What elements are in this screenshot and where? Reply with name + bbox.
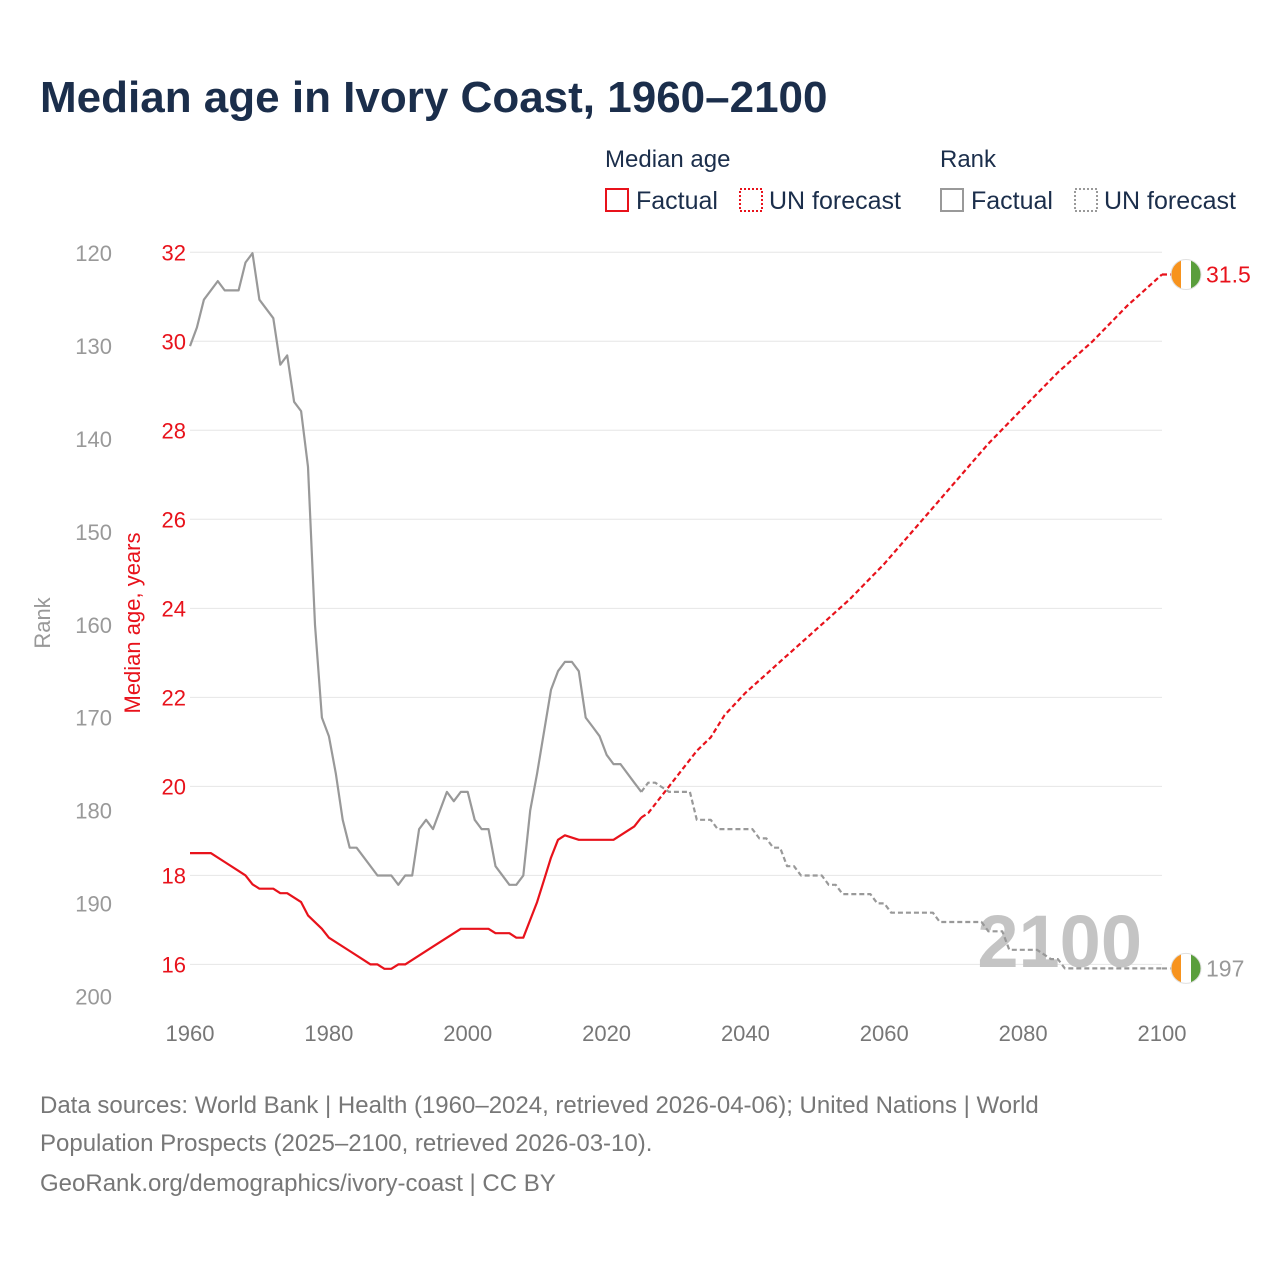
rank-axis-ticks: 120 130 140 150 160 170 180 190 200 <box>75 241 112 1009</box>
age-axis-ticks: 16 18 20 22 24 26 28 30 32 <box>162 240 186 977</box>
age-tick-label: 22 <box>162 685 186 710</box>
x-tick-label: 2080 <box>999 1021 1048 1046</box>
current-year-watermark: 2100 <box>977 900 1142 983</box>
legend-heading-median-age: Median age <box>605 146 730 173</box>
age-tick-label: 24 <box>162 596 186 621</box>
flag-stripe-orange <box>1171 259 1181 290</box>
legend-label-rank-forecast: UN forecast <box>1104 187 1236 215</box>
age-factual-line <box>190 816 643 970</box>
rank-axis-label: Rank <box>30 596 55 648</box>
flag-stripe-white <box>1181 953 1191 984</box>
age-tick-label: 28 <box>162 418 186 443</box>
footer-sources-line1: Data sources: World Bank | Health (1960–… <box>40 1092 1039 1119</box>
rank-tick-label: 170 <box>75 706 112 731</box>
rank-tick-label: 190 <box>75 891 112 916</box>
legend-label-age-forecast: UN forecast <box>769 187 901 215</box>
rank-tick-label: 120 <box>75 241 112 266</box>
age-tick-label: 20 <box>162 774 186 799</box>
rank-factual-line <box>188 252 643 886</box>
end-label-rank: 197 <box>1206 955 1244 981</box>
x-tick-label: 2060 <box>860 1021 909 1046</box>
x-tick-label: 2000 <box>443 1021 492 1046</box>
end-label-age: 31.5 <box>1206 262 1251 288</box>
flag-stripe-white <box>1181 259 1191 290</box>
footer-attribution: GeoRank.org/demographics/ivory-coast | C… <box>40 1170 556 1197</box>
rank-forecast-line <box>640 781 1162 970</box>
chart-title: Median age in Ivory Coast, 1960–2100 <box>40 73 828 122</box>
rank-tick-label: 200 <box>75 984 112 1009</box>
flag-stripe-orange <box>1171 953 1181 984</box>
flag-stripe-green <box>1191 259 1201 290</box>
flag-outline <box>1170 952 1202 984</box>
age-tick-label: 30 <box>162 329 186 354</box>
age-tick-label: 16 <box>162 952 186 977</box>
rank-tick-label: 150 <box>75 520 112 545</box>
rank-tick-label: 140 <box>75 427 112 452</box>
flag-outline <box>1170 259 1202 291</box>
legend-swatch-age-factual <box>605 188 629 212</box>
age-tick-label: 26 <box>162 507 186 532</box>
legend-heading-rank: Rank <box>940 146 997 173</box>
age-tick-label: 32 <box>162 240 186 265</box>
x-axis-ticks: 1960 1980 2000 2020 2040 2060 2080 2100 <box>166 1021 1187 1046</box>
age-tick-label: 18 <box>162 863 186 888</box>
x-tick-label: 1960 <box>166 1021 215 1046</box>
x-tick-label: 2020 <box>582 1021 631 1046</box>
legend-swatch-age-forecast <box>739 188 763 212</box>
x-tick-label: 2040 <box>721 1021 770 1046</box>
legend-swatch-rank-forecast <box>1074 188 1098 212</box>
legend-label-age-factual: Factual <box>636 187 718 215</box>
gridlines <box>190 251 1162 965</box>
series-lines <box>188 252 1163 970</box>
legend: Median age Rank Factual UN forecast Fact… <box>605 146 1236 215</box>
x-tick-label: 1980 <box>304 1021 353 1046</box>
flag-stripe-green <box>1191 953 1201 984</box>
rank-tick-label: 180 <box>75 799 112 824</box>
x-tick-label: 2100 <box>1138 1021 1187 1046</box>
legend-swatch-rank-factual <box>940 188 964 212</box>
rank-end-flag-marker <box>1170 952 1202 984</box>
rank-tick-label: 130 <box>75 334 112 359</box>
legend-label-rank-factual: Factual <box>971 187 1053 215</box>
footer-sources-line2: Population Prospects (2025–2100, retriev… <box>40 1130 652 1157</box>
age-axis-label: Median age, years <box>120 533 145 714</box>
end-markers <box>1162 259 1202 984</box>
age-end-flag-marker <box>1170 259 1202 291</box>
age-forecast-line <box>640 273 1163 819</box>
rank-tick-label: 160 <box>75 613 112 638</box>
